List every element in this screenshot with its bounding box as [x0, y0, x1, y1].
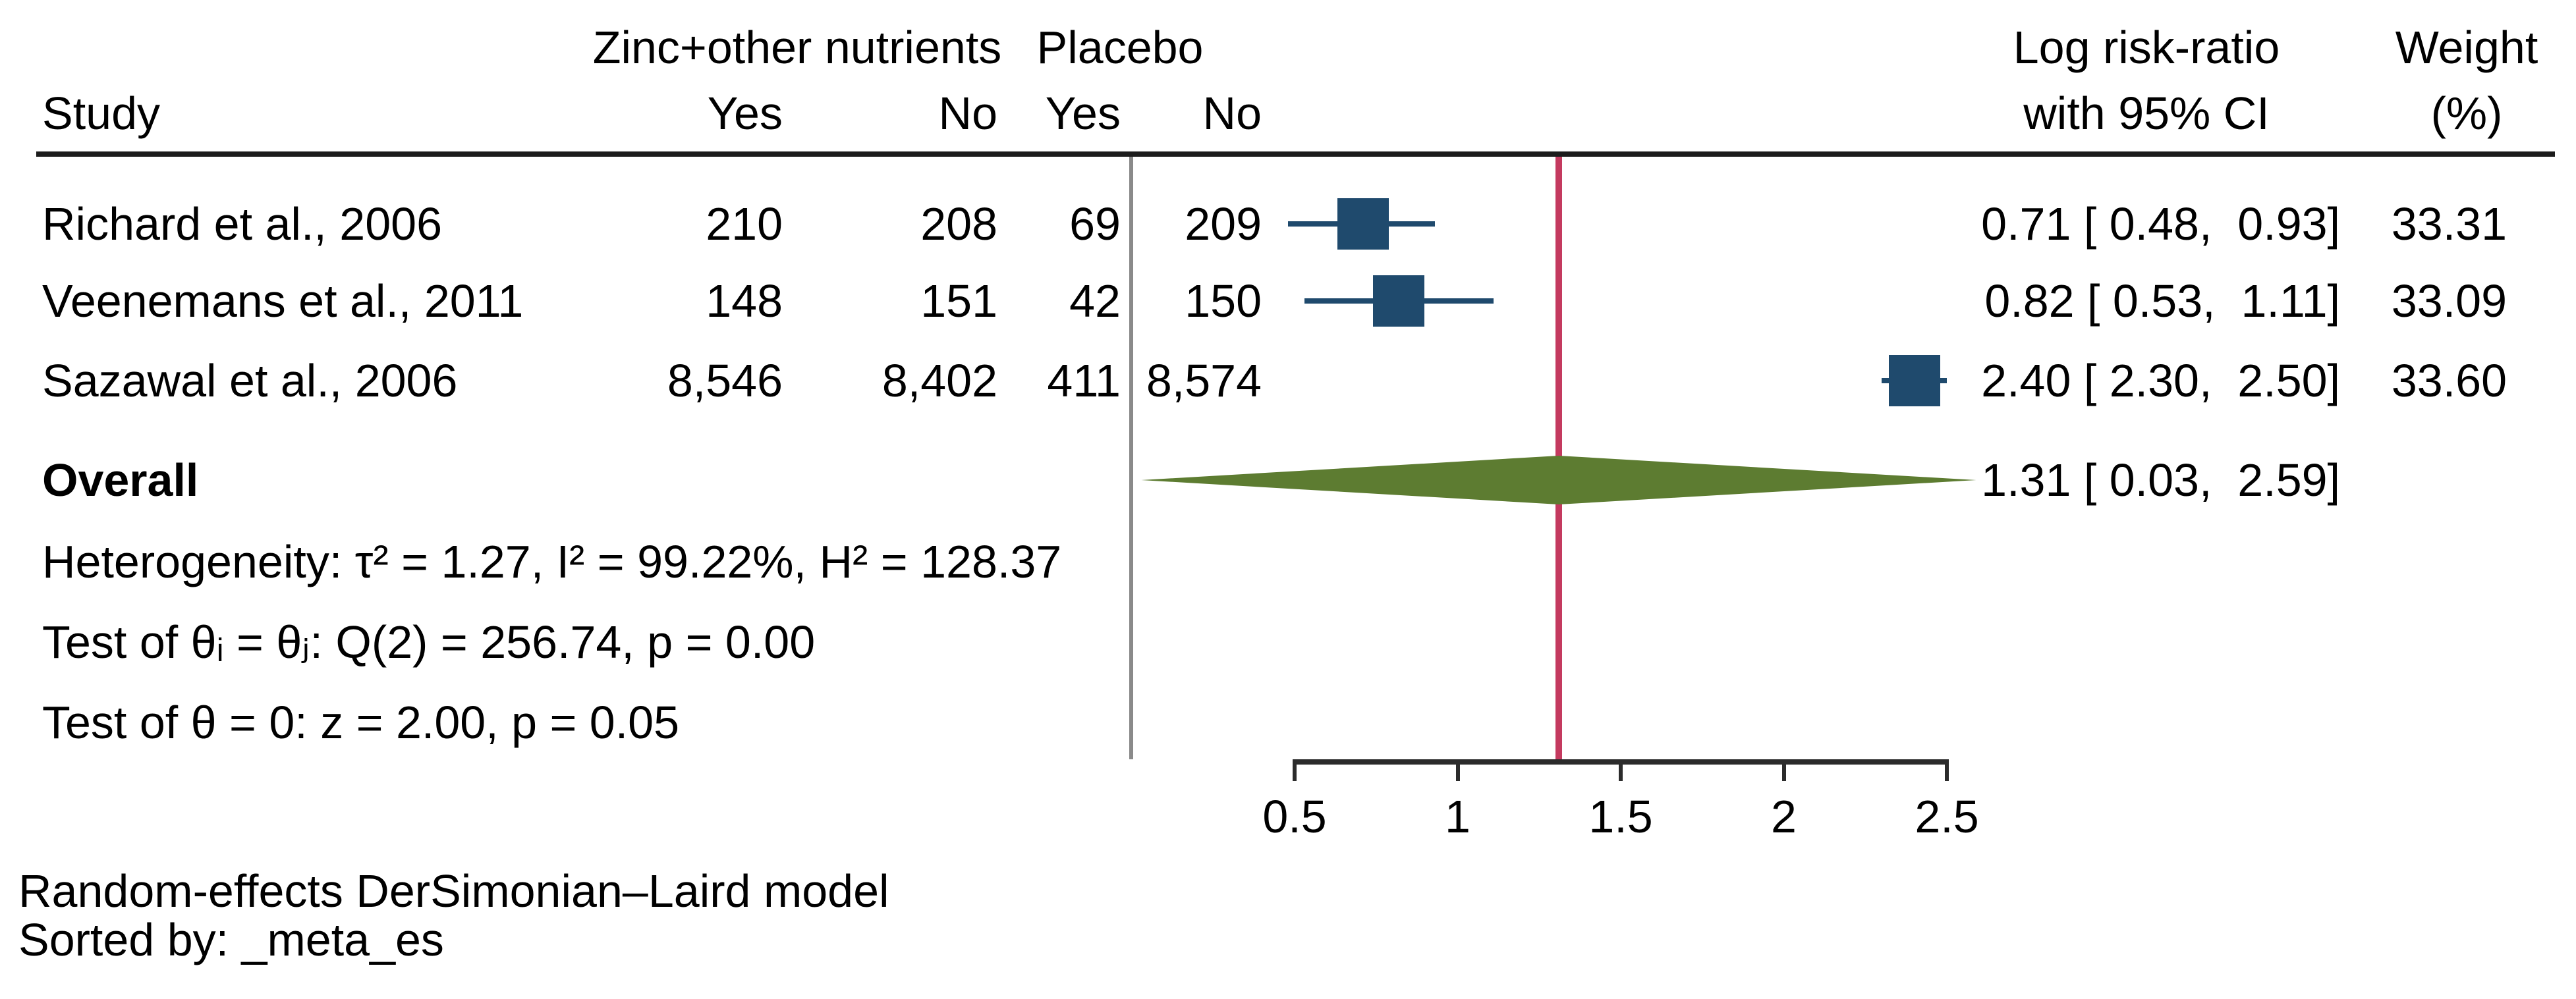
header-effect-line1: Log risk-ratio [2013, 22, 2280, 73]
header-effect-line2: with 95% CI [2023, 88, 2270, 139]
table-plot-divider [1129, 157, 1133, 759]
placebo-no-count: 150 [1185, 275, 1262, 327]
placebo-yes-count: 42 [1069, 275, 1121, 327]
effect-square [1373, 275, 1425, 327]
zinc-no-count: 208 [920, 198, 997, 250]
x-axis-tick [1781, 759, 1786, 781]
header-zinc-no: No [938, 88, 997, 139]
x-axis-tick [1455, 759, 1460, 781]
study-name: Sazawal et al., 2006 [42, 355, 458, 406]
x-axis-tick [1945, 759, 1949, 781]
header-weight-line1: Weight [2395, 22, 2538, 73]
zinc-yes-count: 8,546 [667, 355, 783, 406]
effect-square [1337, 198, 1389, 250]
header-group-treatment: Zinc+other nutrients [592, 22, 1002, 73]
x-axis-tick-label: 1.5 [1588, 791, 1653, 842]
weight-value: 33.09 [2391, 275, 2507, 327]
x-axis-tick-label: 2.5 [1915, 791, 1979, 842]
overall-ci-text: 1.31 [ 0.03, 2.59] [1981, 454, 2340, 506]
zinc-yes-count: 210 [706, 198, 783, 250]
study-name: Richard et al., 2006 [42, 198, 443, 250]
zinc-yes-count: 148 [706, 275, 783, 327]
test-z-text: Test of θ = 0: z = 2.00, p = 0.05 [42, 697, 680, 748]
x-axis-tick-label: 2 [1771, 791, 1797, 842]
weight-value: 33.60 [2391, 355, 2507, 406]
zinc-no-count: 8,402 [882, 355, 997, 406]
placebo-no-count: 209 [1185, 198, 1262, 250]
header-placebo-no: No [1202, 88, 1262, 139]
placebo-no-count: 8,574 [1146, 355, 1262, 406]
model-note: Random-effects DerSimonian–Laird model [18, 865, 889, 917]
x-axis-tick-label: 0.5 [1262, 791, 1327, 842]
zinc-no-count: 151 [920, 275, 997, 327]
heterogeneity-text: Heterogeneity: τ² = 1.27, I² = 99.22%, H… [42, 536, 1062, 587]
test-q-text: Test of θᵢ = θⱼ: Q(2) = 256.74, p = 0.00 [42, 616, 816, 668]
x-axis-tick-label: 1 [1445, 791, 1470, 842]
x-axis-tick [1293, 759, 1297, 781]
weight-value: 33.31 [2391, 198, 2507, 250]
header-rule [36, 151, 2555, 157]
header-zinc-yes: Yes [707, 88, 783, 139]
effect-ci-text: 2.40 [ 2.30, 2.50] [1981, 355, 2340, 406]
effect-ci-text: 0.82 [ 0.53, 1.11] [1984, 275, 2340, 327]
overall-effect-reference-line [1555, 157, 1562, 759]
header-placebo-yes: Yes [1045, 88, 1121, 139]
x-axis-tick [1619, 759, 1623, 781]
overall-label: Overall [42, 454, 199, 506]
effect-ci-text: 0.71 [ 0.48, 0.93] [1981, 198, 2340, 250]
study-name: Veenemans et al., 2011 [42, 275, 524, 327]
header-weight-line2: (%) [2430, 88, 2503, 139]
header-study: Study [42, 88, 160, 139]
effect-square [1888, 355, 1940, 406]
header-group-control: Placebo [1036, 22, 1204, 73]
placebo-yes-count: 69 [1069, 198, 1121, 250]
placebo-yes-count: 411 [1047, 355, 1121, 406]
sort-note: Sorted by: _meta_es [18, 914, 444, 965]
